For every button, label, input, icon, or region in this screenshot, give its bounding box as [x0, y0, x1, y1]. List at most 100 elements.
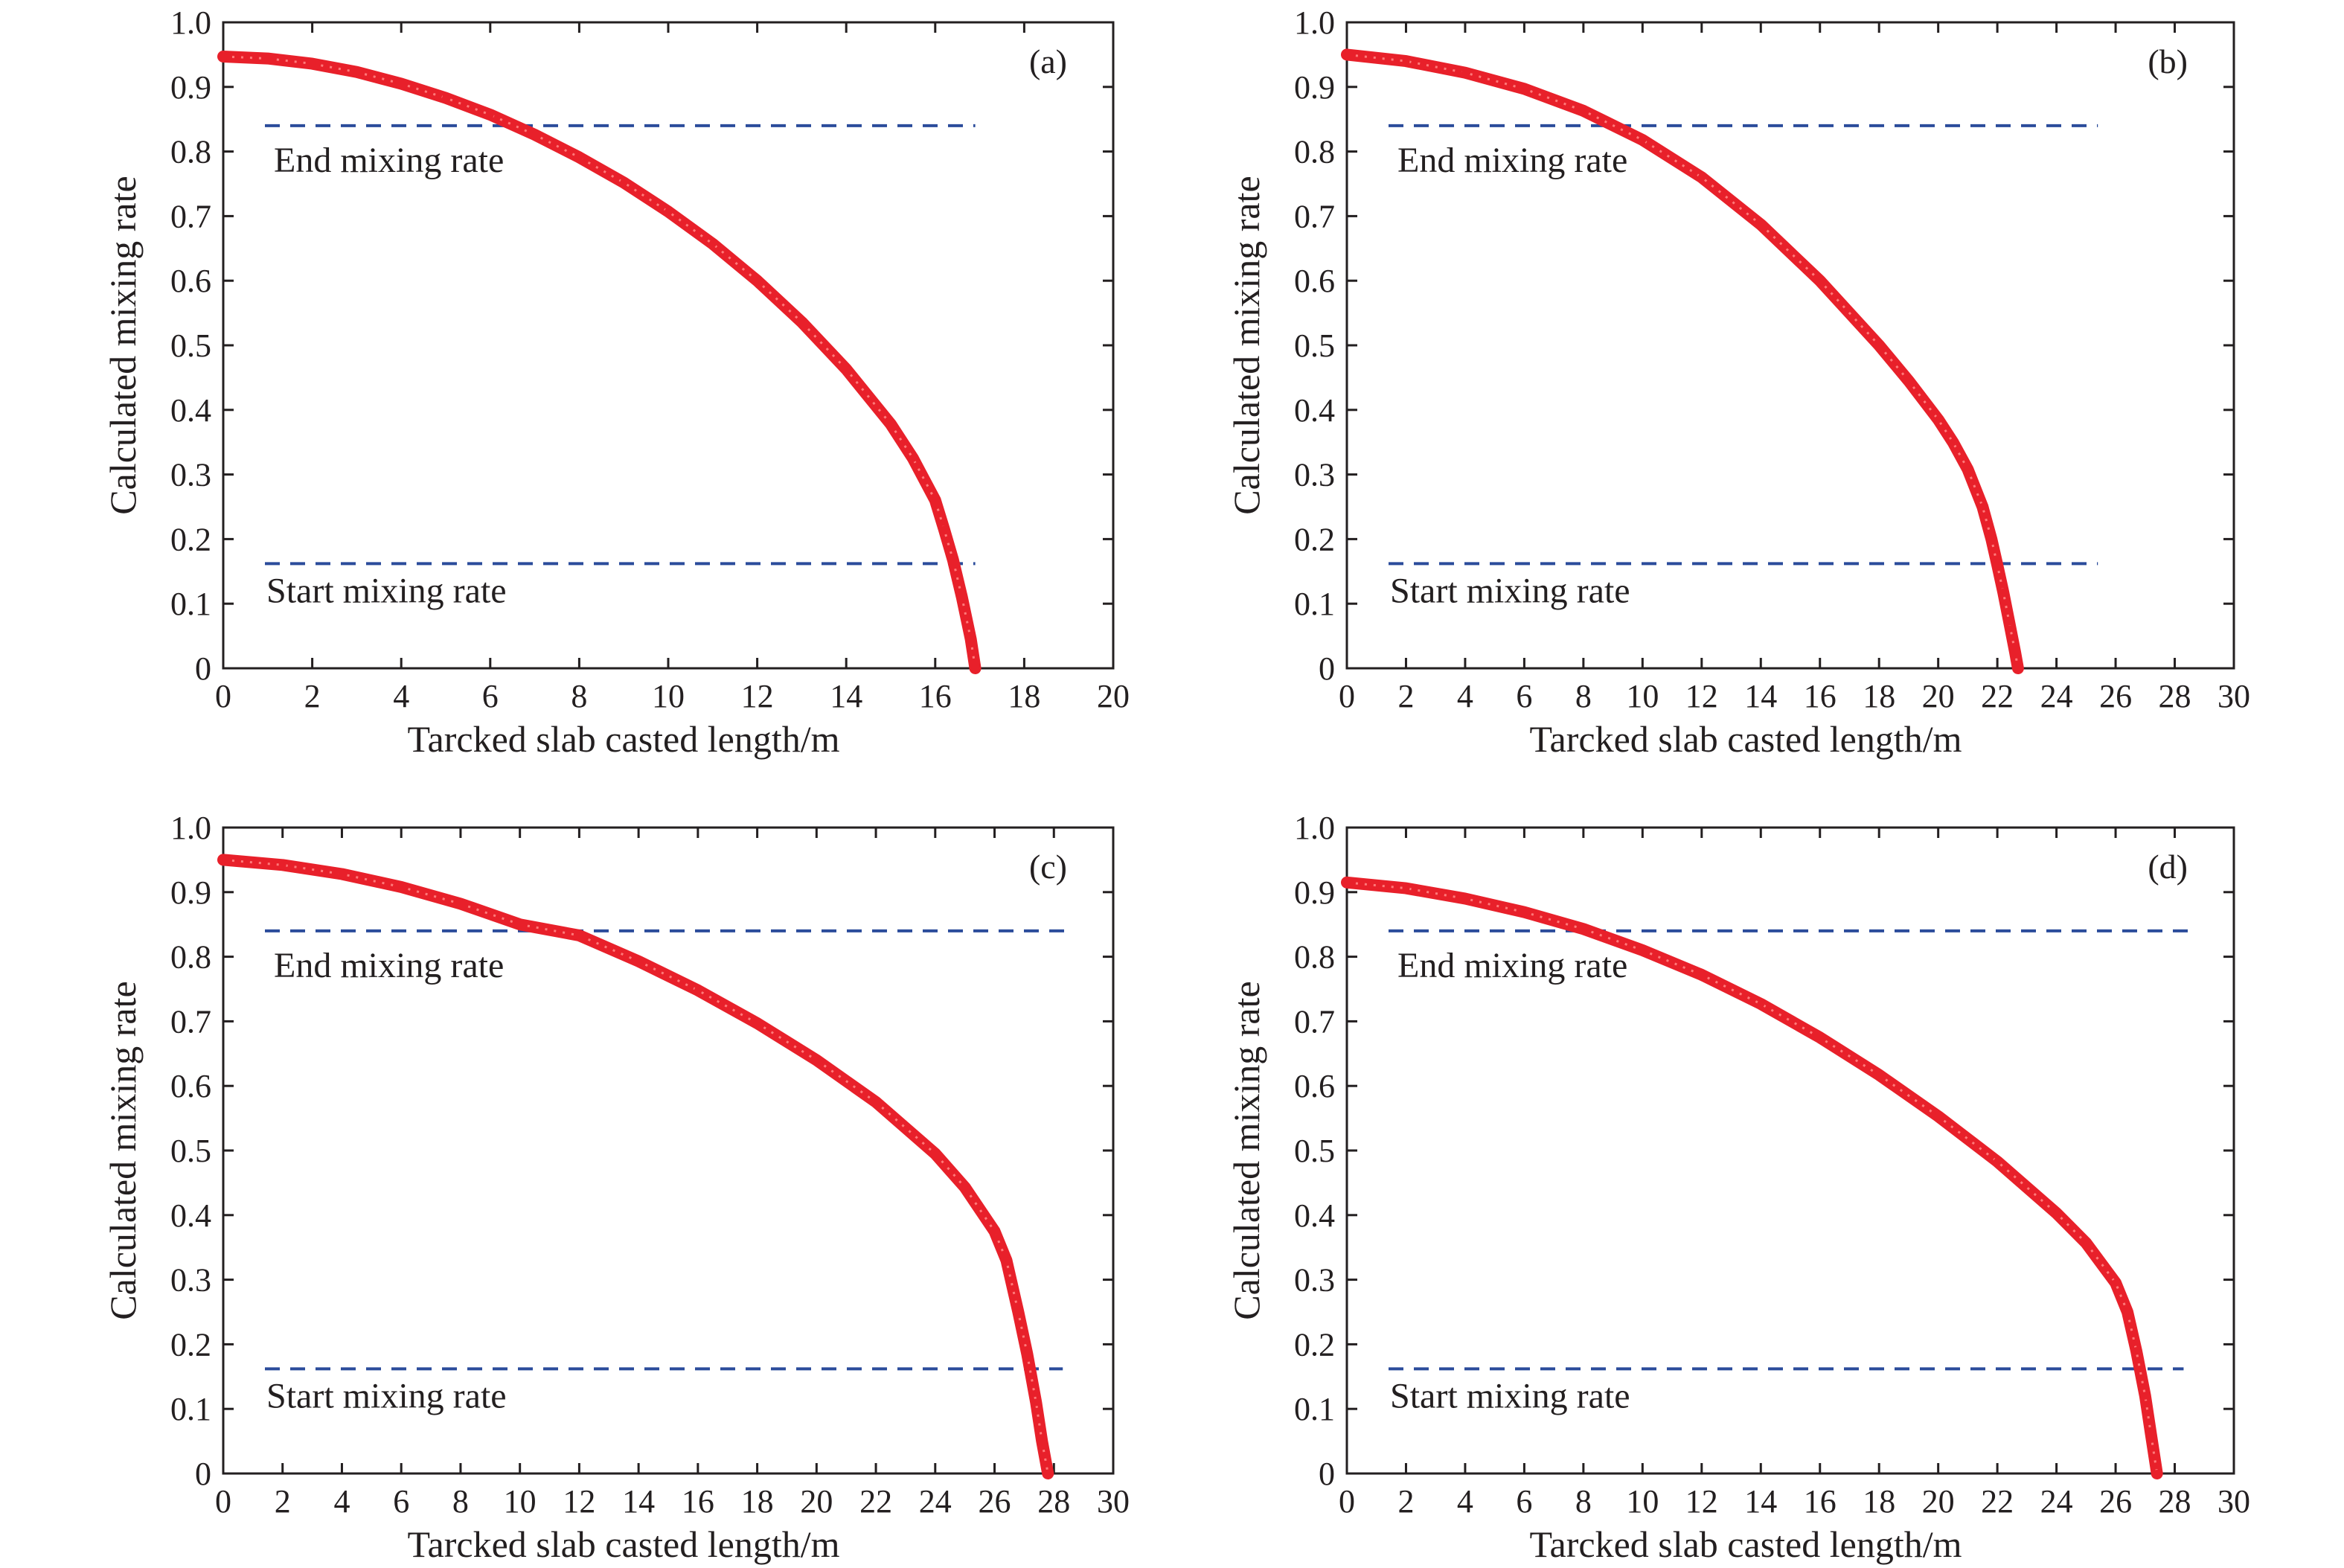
x-tick-label: 18	[1863, 678, 1895, 714]
data-point	[456, 900, 464, 908]
data-point	[1044, 1470, 1052, 1477]
y-tick-label: 0.3	[170, 1262, 211, 1299]
end-mixing-rate-label: End mixing rate	[1397, 946, 1627, 985]
end-mixing-rate-label: End mixing rate	[274, 141, 504, 180]
data-point	[308, 60, 316, 68]
x-tick-label: 20	[1922, 1483, 1955, 1520]
y-tick-label: 0.5	[1294, 327, 1335, 364]
y-tick-label: 0.2	[1294, 521, 1335, 557]
x-tick-label: 8	[1575, 678, 1592, 714]
data-point	[1639, 946, 1647, 954]
y-tick-label: 0.6	[1294, 263, 1335, 299]
x-axis-label: Tarcked slab casted length/m	[407, 718, 839, 760]
x-tick-label: 4	[333, 1483, 350, 1520]
data-point	[1875, 342, 1883, 349]
data-point	[1994, 1157, 2002, 1165]
data-point	[1757, 1000, 1765, 1008]
data-point	[753, 277, 761, 285]
data-point	[909, 454, 917, 462]
panel-label: (b)	[2148, 42, 2188, 80]
data-point	[958, 593, 966, 601]
data-point	[575, 153, 583, 161]
y-tick-label: 1.0	[170, 4, 211, 41]
x-tick-label: 6	[393, 1483, 409, 1520]
data-point	[967, 635, 975, 643]
data-point	[486, 111, 494, 119]
data-point	[531, 131, 539, 138]
data-point	[338, 870, 346, 878]
data-point	[2132, 1347, 2140, 1355]
panel-c: 0 2 4 6 8 10 12 14 16 18 20 22 24 26 28 3000.10.20.30.4…	[102, 810, 1130, 1565]
data-point	[931, 1150, 939, 1158]
data-point	[278, 861, 286, 869]
y-tick-label: 0.1	[1294, 1391, 1335, 1427]
data-point	[887, 420, 894, 428]
x-tick-label: 24	[2040, 678, 2073, 714]
x-axis-label: Tarcked slab casted length/m	[407, 1523, 839, 1565]
data-point	[442, 94, 449, 102]
data-point	[263, 54, 272, 63]
x-tick-label: 28	[1037, 1483, 1070, 1520]
x-tick-label: 28	[2159, 1483, 2191, 1520]
x-tick-label: 28	[2159, 678, 2191, 714]
data-point	[2052, 1209, 2060, 1217]
panel-label: (d)	[2148, 848, 2188, 886]
end-mixing-rate-label: End mixing rate	[274, 946, 504, 985]
x-tick-label: 16	[1804, 1483, 1837, 1520]
data-point	[1904, 377, 1912, 385]
x-tick-label: 20	[1922, 678, 1955, 714]
data-point	[1038, 1437, 1046, 1445]
x-tick-label: 8	[1575, 1483, 1592, 1520]
x-tick-label: 20	[1097, 678, 1130, 714]
data-point	[1697, 970, 1706, 979]
x-tick-label: 12	[741, 678, 774, 714]
data-point	[575, 932, 583, 939]
y-axis-label: Calculated mixing rate	[1226, 981, 1267, 1319]
y-tick-label: 0	[1319, 1456, 1335, 1492]
end-mixing-rate-label: End mixing rate	[1397, 141, 1627, 180]
y-tick-label: 0.6	[1294, 1068, 1335, 1104]
data-point	[1461, 68, 1469, 77]
data-point	[635, 957, 643, 965]
data-point	[1816, 277, 1824, 285]
x-tick-label: 12	[1685, 1483, 1718, 1520]
x-tick-label: 16	[919, 678, 952, 714]
data-point	[961, 1183, 969, 1191]
x-tick-label: 4	[1457, 678, 1473, 714]
x-tick-label: 30	[1097, 1483, 1130, 1520]
x-tick-label: 12	[563, 1483, 595, 1520]
data-point	[2153, 1470, 2161, 1477]
x-tick-label: 4	[1457, 1483, 1473, 1520]
x-tick-label: 14	[830, 678, 862, 714]
y-axis-label: Calculated mixing rate	[102, 981, 144, 1319]
x-tick-label: 2	[1397, 1483, 1414, 1520]
x-tick-label: 2	[275, 1483, 291, 1520]
y-tick-label: 0	[195, 1456, 211, 1492]
y-tick-label: 0.8	[1294, 134, 1335, 170]
panel-d: 0 2 4 6 8 10 12 14 16 18 20 22 24 26 28 3000.10.20.30.4…	[1226, 810, 2250, 1565]
data-point	[931, 496, 939, 505]
y-tick-label: 0.4	[1294, 1197, 1335, 1234]
x-tick-label: 0	[215, 1483, 231, 1520]
data-point	[1402, 57, 1410, 65]
data-point	[2141, 1392, 2149, 1400]
y-tick-label: 0	[195, 650, 211, 687]
y-tick-label: 0.4	[170, 392, 211, 429]
y-tick-label: 0.3	[1294, 1262, 1335, 1299]
data-point	[1343, 878, 1351, 886]
data-point	[1964, 465, 1972, 473]
data-point	[220, 53, 227, 60]
data-point	[708, 240, 717, 248]
data-point	[940, 525, 948, 534]
y-tick-label: 1.0	[1294, 810, 1335, 846]
data-point	[1032, 1398, 1040, 1407]
data-point	[1697, 173, 1706, 182]
panel-label: (a)	[1029, 42, 1067, 80]
y-tick-label: 0.2	[1294, 1326, 1335, 1363]
y-tick-label: 0.3	[1294, 457, 1335, 493]
x-tick-label: 18	[1008, 678, 1040, 714]
data-point	[620, 179, 628, 187]
y-tick-label: 0.2	[170, 521, 211, 557]
y-tick-label: 0.8	[1294, 939, 1335, 976]
